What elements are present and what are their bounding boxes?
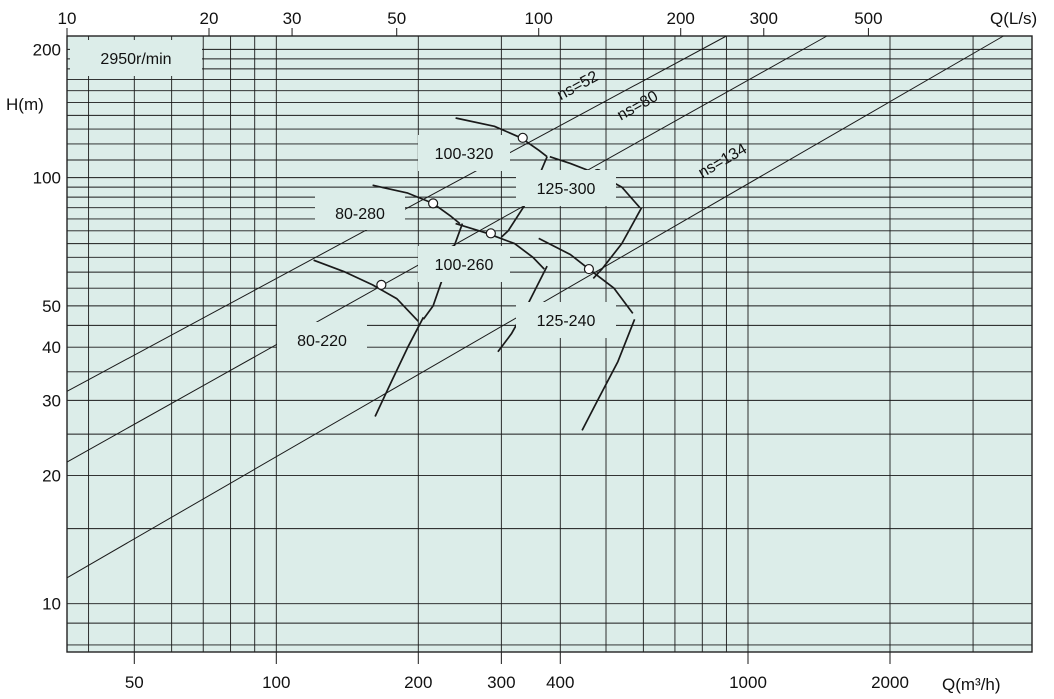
bep-point bbox=[376, 279, 387, 291]
x-tick-label: 1000 bbox=[729, 673, 767, 692]
label-box bbox=[418, 246, 510, 282]
axis-ticks: 50 100 200 300 400 1000 2000 10 20 30 50 100 200 300 5… bbox=[33, 9, 909, 692]
x-tick-label: 2000 bbox=[871, 673, 909, 692]
y-tick-label: 40 bbox=[42, 338, 61, 357]
pump-curves bbox=[313, 117, 643, 431]
efficiency-curve bbox=[422, 223, 464, 320]
bep-point bbox=[485, 228, 496, 239]
head-curve bbox=[455, 222, 545, 270]
curve-label: 2950r/min bbox=[100, 51, 171, 68]
curve-label: 125-300 bbox=[537, 181, 596, 198]
x-tick-label: 400 bbox=[546, 673, 574, 692]
top-tick-label: 500 bbox=[854, 9, 882, 28]
x-tick-label: 200 bbox=[404, 673, 432, 692]
curve-label: 100-260 bbox=[435, 257, 494, 274]
top-axis-label: Q(L/s) bbox=[990, 9, 1037, 28]
label-box bbox=[277, 322, 367, 358]
efficiency-curve bbox=[592, 207, 643, 279]
top-tick-label: 10 bbox=[58, 9, 77, 28]
label-box bbox=[315, 196, 405, 230]
bep-point bbox=[428, 198, 439, 209]
head-curve bbox=[313, 259, 419, 322]
top-tick-label: 20 bbox=[200, 9, 219, 28]
top-tick-label: 50 bbox=[387, 9, 406, 28]
curve-labels: 2950r/min 80-220 80-280 100-260 100-320 125-3… bbox=[70, 40, 616, 358]
y-tick-label: 30 bbox=[42, 391, 61, 410]
top-tick-label: 200 bbox=[667, 9, 695, 28]
y-axis-label: H(m) bbox=[6, 95, 44, 114]
plot-background bbox=[67, 36, 1032, 652]
curve-label: 80-220 bbox=[297, 333, 347, 350]
y-tick-label: 50 bbox=[42, 297, 61, 316]
y-tick-label: 10 bbox=[42, 595, 61, 614]
bep-point bbox=[583, 263, 595, 275]
curve-label: 125-240 bbox=[537, 313, 596, 330]
label-box bbox=[516, 170, 616, 206]
grid-major bbox=[67, 48, 1032, 646]
top-tick-label: 300 bbox=[750, 9, 778, 28]
y-tick-label: 200 bbox=[33, 40, 61, 59]
label-box bbox=[516, 302, 616, 338]
efficiency-curve bbox=[374, 316, 425, 417]
curve-label: 100-320 bbox=[435, 146, 494, 163]
top-tick-label: 30 bbox=[283, 9, 302, 28]
label-box bbox=[418, 135, 510, 171]
x-tick-label: 50 bbox=[125, 673, 144, 692]
bottom-axis-label: Q(m³/h) bbox=[942, 675, 1001, 694]
efficiency-curve bbox=[581, 318, 636, 431]
y-tick-label: 20 bbox=[42, 466, 61, 485]
y-tick-label: 100 bbox=[33, 169, 61, 188]
curve-label: 80-280 bbox=[335, 206, 385, 223]
top-tick-label: 100 bbox=[525, 9, 553, 28]
bep-point bbox=[517, 132, 528, 143]
label-box bbox=[70, 40, 202, 76]
plot-frame bbox=[66, 35, 1033, 653]
x-tick-label: 100 bbox=[262, 673, 290, 692]
x-tick-label: 300 bbox=[487, 673, 515, 692]
